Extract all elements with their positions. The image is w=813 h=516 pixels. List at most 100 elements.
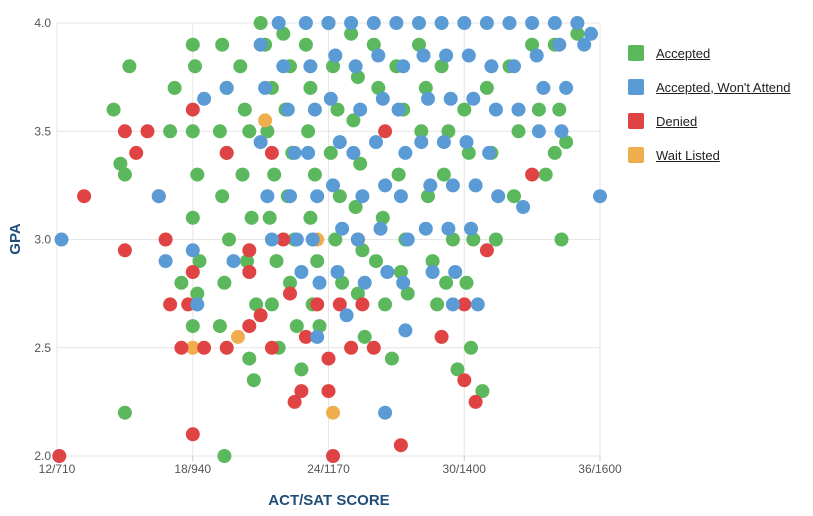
data-point[interactable] [378, 178, 393, 193]
data-point[interactable] [283, 286, 297, 301]
data-point[interactable] [158, 232, 173, 247]
data-point[interactable] [298, 37, 313, 52]
data-point[interactable] [235, 167, 250, 182]
data-point[interactable] [185, 243, 200, 258]
data-point[interactable] [328, 48, 343, 63]
data-point[interactable] [283, 189, 297, 204]
data-point[interactable] [346, 113, 361, 128]
data-point[interactable] [52, 449, 67, 463]
data-point[interactable] [269, 254, 284, 269]
data-point[interactable] [190, 167, 205, 182]
data-point[interactable] [484, 59, 499, 74]
data-point[interactable] [584, 26, 598, 41]
data-point[interactable] [412, 37, 426, 52]
data-point[interactable] [378, 297, 393, 312]
data-point[interactable] [445, 297, 460, 312]
data-point[interactable] [531, 124, 546, 139]
data-point[interactable] [321, 351, 336, 366]
data-point[interactable] [441, 221, 456, 236]
data-point[interactable] [185, 319, 200, 334]
data-point[interactable] [371, 48, 386, 63]
data-point[interactable] [242, 124, 257, 139]
data-point[interactable] [366, 37, 381, 52]
data-point[interactable] [335, 275, 350, 290]
data-point[interactable] [242, 265, 257, 279]
data-point[interactable] [301, 145, 316, 160]
data-point[interactable] [117, 124, 132, 139]
data-point[interactable] [559, 80, 574, 95]
data-point[interactable] [430, 297, 445, 312]
data-point[interactable] [330, 102, 345, 117]
data-point[interactable] [439, 275, 454, 290]
data-point[interactable] [267, 167, 282, 182]
data-point[interactable] [482, 145, 497, 160]
data-point[interactable] [185, 210, 200, 225]
data-point[interactable] [190, 297, 205, 312]
data-point[interactable] [369, 135, 383, 150]
data-point[interactable] [378, 405, 393, 420]
data-point[interactable] [421, 189, 435, 204]
data-point[interactable] [197, 340, 212, 355]
data-point[interactable] [464, 221, 478, 236]
data-point[interactable] [117, 167, 132, 182]
data-point[interactable] [375, 210, 390, 225]
data-point[interactable] [488, 232, 503, 247]
data-point[interactable] [436, 135, 451, 150]
data-point[interactable] [219, 145, 234, 160]
data-point[interactable] [570, 16, 585, 30]
data-point[interactable] [448, 265, 463, 279]
data-point[interactable] [310, 189, 325, 204]
data-point[interactable] [400, 232, 415, 247]
data-point[interactable] [174, 275, 189, 290]
data-point[interactable] [441, 124, 456, 139]
data-point[interactable] [271, 16, 286, 30]
data-point[interactable] [371, 80, 386, 95]
data-point[interactable] [479, 16, 494, 30]
data-point[interactable] [468, 178, 483, 193]
data-point[interactable] [163, 297, 178, 312]
data-point[interactable] [332, 189, 347, 204]
data-point[interactable] [310, 329, 325, 344]
data-point[interactable] [197, 91, 212, 106]
data-point[interactable] [418, 221, 433, 236]
data-point[interactable] [280, 102, 295, 117]
data-point[interactable] [246, 373, 261, 388]
data-point[interactable] [163, 124, 178, 139]
data-point[interactable] [423, 178, 438, 193]
data-point[interactable] [502, 16, 517, 30]
data-point[interactable] [262, 210, 277, 225]
data-point[interactable] [326, 405, 340, 420]
data-point[interactable] [258, 113, 273, 128]
data-point[interactable] [294, 384, 309, 399]
data-point[interactable] [174, 340, 189, 355]
data-point[interactable] [511, 124, 526, 139]
data-point[interactable] [190, 286, 205, 301]
data-point[interactable] [443, 91, 458, 106]
data-point[interactable] [436, 167, 451, 182]
data-point[interactable] [129, 145, 144, 160]
data-point[interactable] [244, 210, 259, 225]
data-point[interactable] [294, 362, 309, 377]
data-point[interactable] [414, 124, 429, 139]
data-point[interactable] [350, 70, 365, 85]
data-point[interactable] [307, 167, 322, 182]
data-point[interactable] [396, 275, 411, 290]
data-point[interactable] [167, 80, 182, 95]
data-point[interactable] [301, 124, 316, 139]
data-point[interactable] [323, 91, 338, 106]
data-point[interactable] [185, 37, 200, 52]
data-point[interactable] [332, 297, 347, 312]
data-point[interactable] [312, 319, 327, 334]
data-point[interactable] [298, 16, 313, 30]
data-point[interactable] [303, 59, 318, 74]
data-point[interactable] [375, 91, 390, 106]
data-point[interactable] [188, 59, 202, 74]
data-point[interactable] [457, 16, 472, 30]
data-point[interactable] [434, 59, 449, 74]
data-point[interactable] [326, 178, 340, 193]
data-point[interactable] [593, 189, 607, 204]
data-point[interactable] [357, 329, 372, 344]
data-point[interactable] [507, 59, 521, 74]
data-point[interactable] [464, 340, 478, 355]
data-point[interactable] [475, 384, 490, 399]
